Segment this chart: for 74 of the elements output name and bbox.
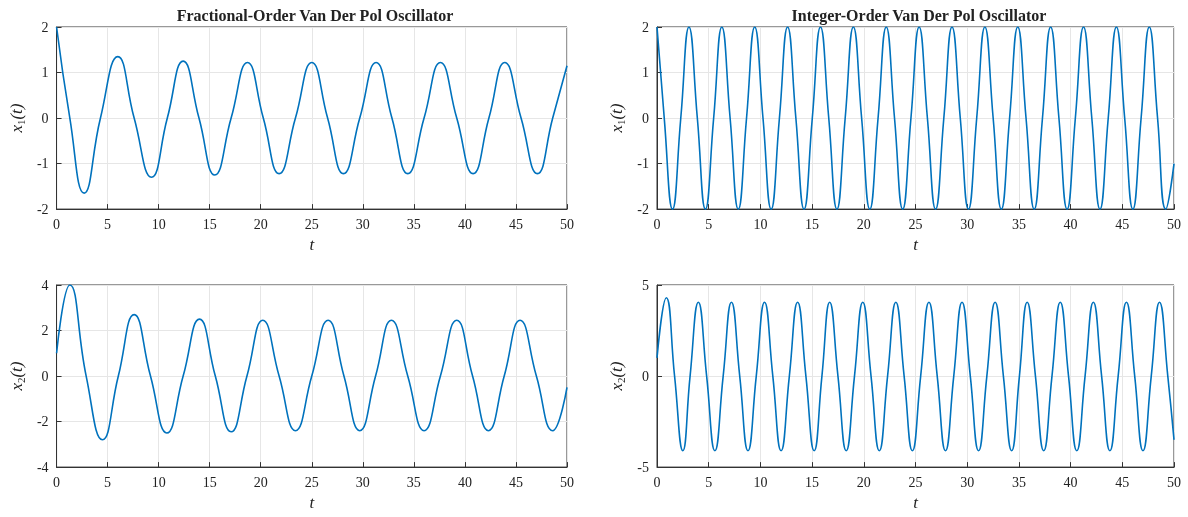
y-tick-label: 4	[41, 277, 49, 293]
x-tick-label: 40	[1063, 474, 1078, 490]
line-series	[656, 26, 1175, 210]
x-tick-label: 20	[856, 216, 871, 232]
x-axis-title: t	[309, 235, 316, 254]
x-tick-label: 10	[151, 216, 166, 232]
y-tick-label: 0	[642, 110, 649, 126]
x-tick-label: 5	[104, 216, 112, 232]
x-tick-label: 0	[653, 474, 661, 490]
x-tick-label: 40	[1063, 216, 1078, 232]
x-tick-label: 10	[753, 474, 768, 490]
x-tick-label: 35	[1011, 216, 1026, 232]
x-tick-label: 30	[355, 474, 370, 490]
x-tick-label: 15	[202, 216, 217, 232]
y-tick-label: 1	[41, 65, 49, 81]
x-tick-label: 10	[151, 474, 166, 490]
y-tick-label: 0	[41, 368, 49, 384]
x-tick-label: 20	[856, 474, 871, 490]
x-tick-label: 30	[960, 216, 975, 232]
y-tick-label: -2	[36, 414, 49, 430]
y-tick-label: 2	[41, 323, 49, 339]
y-tick-label: -2	[637, 201, 649, 217]
x-tick-label: 15	[805, 474, 820, 490]
x-tick-label: 35	[1011, 474, 1026, 490]
x-tick-label: 45	[508, 474, 523, 490]
y-tick-label: 0	[41, 110, 49, 126]
x-tick-label: 25	[908, 474, 923, 490]
y-tick-label: 5	[642, 277, 649, 293]
y-tick-label: -4	[36, 459, 49, 475]
chart-title: Fractional-Order Van Der Pol Oscillator	[176, 6, 454, 24]
x-tick-label: 15	[805, 216, 820, 232]
x-tick-label: 35	[406, 216, 421, 232]
y-axis-title: x1(t)	[607, 103, 627, 134]
x-tick-label: 40	[457, 474, 472, 490]
x-tick-label: 30	[960, 474, 975, 490]
y-tick-label: -1	[637, 156, 649, 172]
x-tick-label: 25	[908, 216, 923, 232]
x-tick-label: 50	[560, 474, 574, 490]
x-tick-label: 25	[304, 216, 319, 232]
y-tick-label: -1	[36, 156, 49, 172]
y-tick-label: 0	[642, 368, 649, 384]
x-axis-title: t	[913, 235, 920, 254]
y-tick-label: -5	[637, 459, 649, 475]
x-tick-label: 40	[457, 216, 472, 232]
x-tick-label: 50	[1167, 216, 1181, 232]
x-tick-label: 5	[705, 474, 713, 490]
x-tick-label: 0	[653, 216, 661, 232]
x-tick-label: 45	[508, 216, 523, 232]
y-tick-label: 2	[41, 19, 49, 35]
x-tick-label: 10	[753, 216, 768, 232]
x-tick-label: 50	[560, 216, 574, 232]
x-tick-label: 50	[1167, 474, 1181, 490]
x-tick-label: 5	[705, 216, 713, 232]
x-tick-label: 15	[202, 474, 217, 490]
y-axis-title: x2(t)	[7, 361, 27, 392]
x-tick-label: 25	[304, 474, 319, 490]
line-series	[656, 296, 1175, 452]
y-tick-label: 2	[642, 19, 649, 35]
x-tick-label: 20	[253, 216, 268, 232]
y-tick-label: -2	[36, 201, 49, 217]
x-tick-label: 45	[1115, 216, 1130, 232]
y-axis-title: x1(t)	[7, 103, 27, 134]
x-tick-label: 30	[355, 216, 370, 232]
x-tick-label: 35	[406, 474, 421, 490]
x-tick-label: 0	[53, 474, 61, 490]
x-tick-label: 45	[1115, 474, 1130, 490]
x-axis-title: t	[913, 493, 920, 512]
x-tick-label: 5	[104, 474, 112, 490]
x-tick-label: 20	[253, 474, 268, 490]
x-tick-label: 0	[53, 216, 61, 232]
y-tick-label: 1	[642, 65, 649, 81]
x-axis-title: t	[309, 493, 316, 512]
y-axis-title: x2(t)	[607, 361, 627, 392]
chart-title: Integer-Order Van Der Pol Oscillator	[791, 6, 1047, 25]
